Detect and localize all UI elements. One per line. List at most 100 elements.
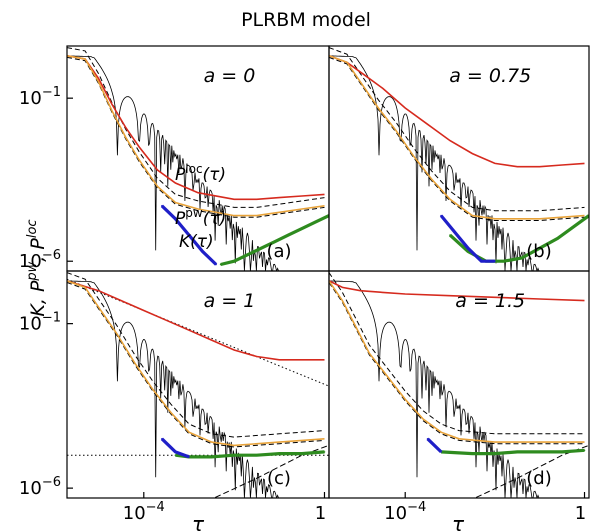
point-k_green: [503, 260, 505, 263]
point-k_green: [323, 451, 326, 453]
point-k_green: [467, 250, 469, 253]
svg-text:K, Ppw, Ploc: K, Ppw, Ploc: [25, 219, 49, 316]
x-axis-label-right: τ: [452, 512, 465, 531]
point-k_green: [219, 263, 222, 266]
point-k_green: [521, 257, 523, 259]
point-k_green: [278, 452, 281, 455]
point-k_green: [556, 237, 559, 240]
x-tick-label: 1: [575, 503, 586, 524]
point-k_blue: [188, 234, 190, 236]
point-k_green: [561, 451, 563, 453]
series-ploc: [329, 280, 585, 302]
point-k_blue: [161, 438, 163, 440]
k-oscillation-line: [329, 55, 589, 271]
point-k_green: [301, 452, 303, 455]
point-k_green: [246, 253, 249, 256]
point-k_green: [274, 240, 276, 243]
point-k_blue: [494, 260, 496, 263]
k-oscillation-line: [67, 280, 329, 498]
dashed-return-line: [212, 444, 329, 498]
point-k_blue: [467, 247, 469, 249]
series-k_green: [441, 448, 585, 456]
point-k_green: [255, 454, 258, 457]
series-ploc: [67, 280, 325, 361]
panel-label: (b): [526, 241, 551, 262]
series-ppw: [67, 55, 325, 217]
panel-frame: [328, 270, 590, 499]
panel-4: a = 1.5 (d): [328, 270, 590, 499]
point-k_green: [538, 451, 541, 453]
point-k_blue: [215, 263, 217, 266]
panel-label: (c): [267, 468, 291, 489]
plot-area: [67, 47, 329, 271]
point-k_blue: [453, 231, 456, 233]
series-k_blue: [426, 437, 443, 454]
ppw-guide-line-lower: [67, 282, 325, 448]
point-k_green: [516, 451, 519, 453]
point-k_blue: [188, 456, 190, 458]
y-axis-label: K, Ppw, Ploc: [25, 219, 49, 316]
ploc-curve-label: Ploc(τ): [175, 162, 226, 185]
k-oscillation-line: [67, 55, 329, 271]
point-k_green: [471, 452, 474, 455]
x-axis-label: τ: [192, 512, 205, 531]
plot-area: [67, 272, 329, 498]
point-k_green: [210, 456, 213, 458]
series-ploc: [329, 55, 585, 168]
panel-grid: a = 0 (a) Ploc(τ) Ppw(τ) K(τ) 10−1 10−6 a = 0.7…: [19, 45, 590, 499]
x-tick-label: 1: [315, 503, 326, 524]
ppw-guide-line: [67, 272, 325, 438]
point-k_blue: [426, 438, 429, 440]
point-k_green: [174, 454, 177, 457]
k-curve-label: K(τ): [179, 232, 214, 252]
a-value-label: a = 0.75: [449, 65, 531, 87]
x-axis: 10−4 1 10−4 1: [123, 500, 586, 524]
ppw-guide-line-lower: [67, 56, 325, 218]
point-k_green: [287, 234, 290, 236]
panel-2: a = 0.75 (b): [328, 45, 590, 272]
point-k_blue: [440, 451, 442, 453]
series-k_green: [175, 450, 325, 459]
ppw-guide-line: [329, 47, 585, 212]
power-law-guide-line: [67, 278, 329, 387]
plot-area: [329, 272, 589, 498]
figure-title: PLRBM model: [241, 9, 371, 31]
point-k_green: [574, 224, 577, 227]
y-tick-label: 10−6: [19, 248, 61, 272]
y-tick-label: 10−6: [19, 475, 61, 499]
y-tick-label: 10−1: [19, 85, 61, 109]
point-k_blue: [440, 214, 442, 217]
point-k_blue: [174, 451, 177, 453]
point-k_green: [449, 234, 451, 236]
point-k_green: [233, 454, 235, 457]
x-tick-label: 10−4: [384, 500, 426, 524]
point-k_green: [233, 260, 235, 263]
k-oscillation-line: [329, 280, 589, 498]
y-tick-label: 10−1: [19, 311, 61, 335]
point-k_green: [260, 247, 263, 249]
point-k_blue: [161, 205, 163, 207]
ppw-guide-line: [329, 272, 585, 435]
series-k_blue: [160, 437, 190, 459]
plot-area: [329, 47, 589, 271]
point-k_green: [494, 452, 496, 455]
point-k_blue: [201, 250, 204, 253]
ppw-guide-line: [67, 47, 325, 208]
point-k_green: [583, 449, 586, 452]
series-ppw: [67, 280, 325, 447]
point-k_blue: [480, 260, 483, 263]
panel-label: (a): [266, 241, 291, 262]
point-k_blue: [174, 218, 177, 220]
series-ppw: [329, 280, 585, 443]
x-tick-label: 10−4: [123, 500, 165, 524]
panel-frame: [66, 270, 330, 499]
a-value-label: a = 1: [204, 290, 256, 312]
ppw-guide-line-lower: [329, 56, 585, 221]
series-ppw: [329, 55, 585, 220]
point-k_green: [314, 221, 317, 223]
point-k_green: [301, 227, 303, 230]
ppw-curve-label: Ppw(τ): [175, 206, 226, 229]
panel-1: a = 0 (a) Ploc(τ) Ppw(τ) K(τ) 10−1 10−6: [19, 45, 330, 272]
a-value-label: a = 1.5: [455, 290, 525, 312]
